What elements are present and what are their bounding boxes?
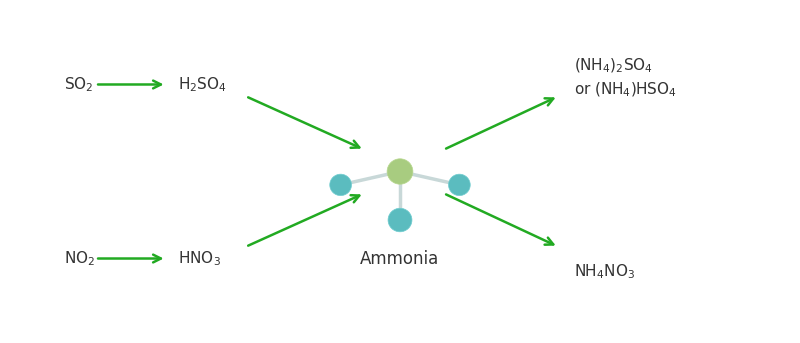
Text: NH$_4$NO$_3$: NH$_4$NO$_3$ — [574, 262, 635, 281]
Ellipse shape — [330, 174, 351, 196]
Text: Ammonia: Ammonia — [360, 249, 440, 268]
Text: HNO$_3$: HNO$_3$ — [178, 249, 222, 268]
Text: H$_2$SO$_4$: H$_2$SO$_4$ — [178, 75, 227, 94]
Text: NO$_2$: NO$_2$ — [63, 249, 94, 268]
Ellipse shape — [388, 208, 412, 232]
Text: SO$_2$: SO$_2$ — [63, 75, 93, 94]
Ellipse shape — [449, 174, 470, 196]
Text: (NH$_4$)$_2$SO$_4$
or (NH$_4$)HSO$_4$: (NH$_4$)$_2$SO$_4$ or (NH$_4$)HSO$_4$ — [574, 57, 677, 99]
Ellipse shape — [387, 159, 413, 184]
